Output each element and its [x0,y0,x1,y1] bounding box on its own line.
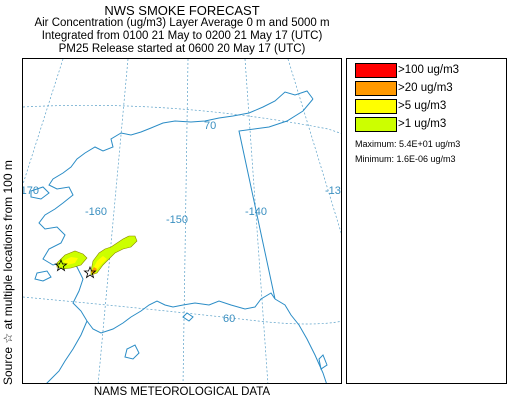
coast-islands-se [318,354,328,370]
lon-label-170: -170 [23,185,39,197]
lat-line-60 [23,296,341,325]
coastline [30,90,328,383]
footer-data-source: NAMS METEOROLOGICAL DATA [93,386,271,398]
source-side-label: Source ☆ at multiple locations from 100 … [1,160,15,385]
legend-label: >1 ug/m3 [398,118,447,130]
subtitle-release: PM25 Release started at 0600 20 May 17 (… [58,43,306,55]
graticule [23,59,341,383]
lon-line-160 [97,59,129,383]
lon-line-130 [287,59,341,234]
subtitle-layer: Air Concentration (ug/m3) Layer Average … [34,17,330,29]
coast-southeast [274,298,327,383]
lat-line-70 [23,104,341,134]
plume-east [90,235,138,276]
map-canvas: -170 -160 -150 -140 -130 70 60 [23,59,342,383]
source-markers [54,258,97,279]
source-star-east-icon [83,265,97,279]
legend-label: >100 ug/m3 [398,64,460,76]
lon-line-170 [23,59,64,185]
legend-item-20: >20 ug/m3 [355,81,505,96]
legend-item-5: >5 ug/m3 [355,99,505,114]
legend-maximum: Maximum: 5.4E+01 ug/m3 [355,139,461,149]
legend-swatch-yellow [355,99,397,114]
coast-peninsula [46,320,88,383]
smoke-plumes [56,235,138,276]
coast-islands-pws [182,312,194,322]
coast-alaska-mainland [38,90,314,334]
coast-st-lawrence-island [30,186,50,200]
legend: >100 ug/m3 >20 ug/m3 >5 ug/m3 >1 ug/m3 M… [346,58,507,384]
map-title: NWS SMOKE FORECAST [104,3,260,18]
lon-label-140: -140 [245,206,267,218]
legend-swatch-orange [355,81,397,96]
legend-minimum: Minimum: 1.6E-06 ug/m3 [355,154,456,164]
graticule-labels: -170 -160 -150 -140 -130 70 60 [23,120,342,325]
coast-kodiak-island [124,344,140,360]
lon-label-150: -150 [166,214,188,226]
legend-item-100: >100 ug/m3 [355,63,505,78]
legend-swatch-lime [355,117,397,132]
subtitle-integration: Integrated from 0100 21 May to 0200 21 M… [41,30,323,42]
plume-west-core [63,257,78,265]
legend-label: >20 ug/m3 [398,82,453,94]
coast-border [238,98,314,300]
lon-line-140 [244,59,269,383]
lat-label-60: 60 [223,313,235,325]
source-star-west-icon [54,258,68,272]
legend-label: >5 ug/m3 [398,100,447,112]
legend-item-1: >1 ug/m3 [355,117,505,132]
lon-label-130: -130 [325,185,342,197]
lon-label-160: -160 [85,206,107,218]
plume-east-core [93,256,107,272]
plume-east-hotspot [91,267,97,274]
map-frame: -170 -160 -150 -140 -130 70 60 [22,58,342,384]
coast-nunivak-island [34,270,52,282]
lat-label-70: 70 [204,120,216,132]
legend-swatch-red [355,63,397,78]
